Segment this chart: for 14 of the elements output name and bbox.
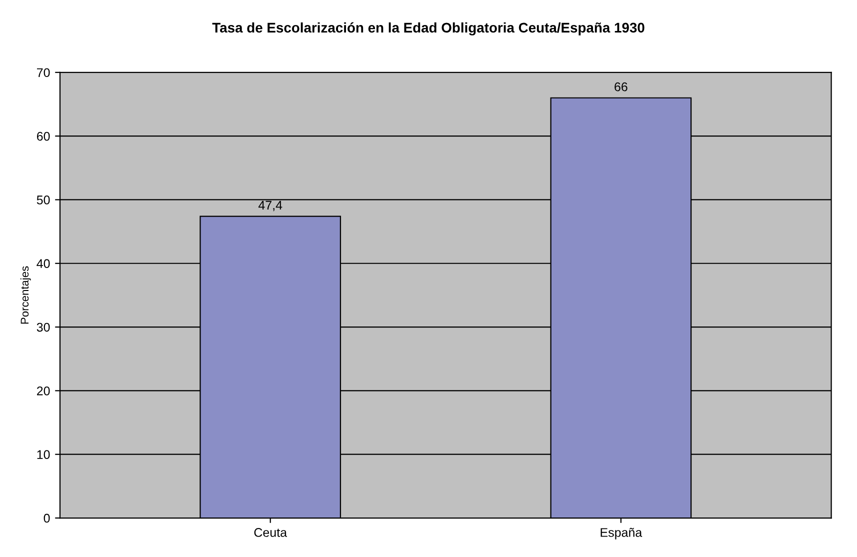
x-tick-label: Ceuta xyxy=(254,528,288,537)
y-tick-label: 70 xyxy=(37,68,50,78)
y-tick-label: 60 xyxy=(37,132,50,141)
y-tick-label: 10 xyxy=(37,450,50,460)
y-axis-title: Porcentajes xyxy=(20,266,31,324)
y-tick-label: 20 xyxy=(36,386,50,396)
y-tick-label: 30 xyxy=(36,322,50,332)
data-label: 66 xyxy=(614,82,628,92)
x-tick-label: España xyxy=(600,528,642,540)
y-tick-label: 0 xyxy=(44,514,50,523)
chart-title: Tasa de Escolarización en la Edad Obligatoria Ceuta/España 1930 xyxy=(212,22,644,36)
y-tick-label: 40 xyxy=(36,259,50,268)
data-label: 47,4 xyxy=(258,200,282,212)
y-tick-label: 50 xyxy=(36,196,50,204)
